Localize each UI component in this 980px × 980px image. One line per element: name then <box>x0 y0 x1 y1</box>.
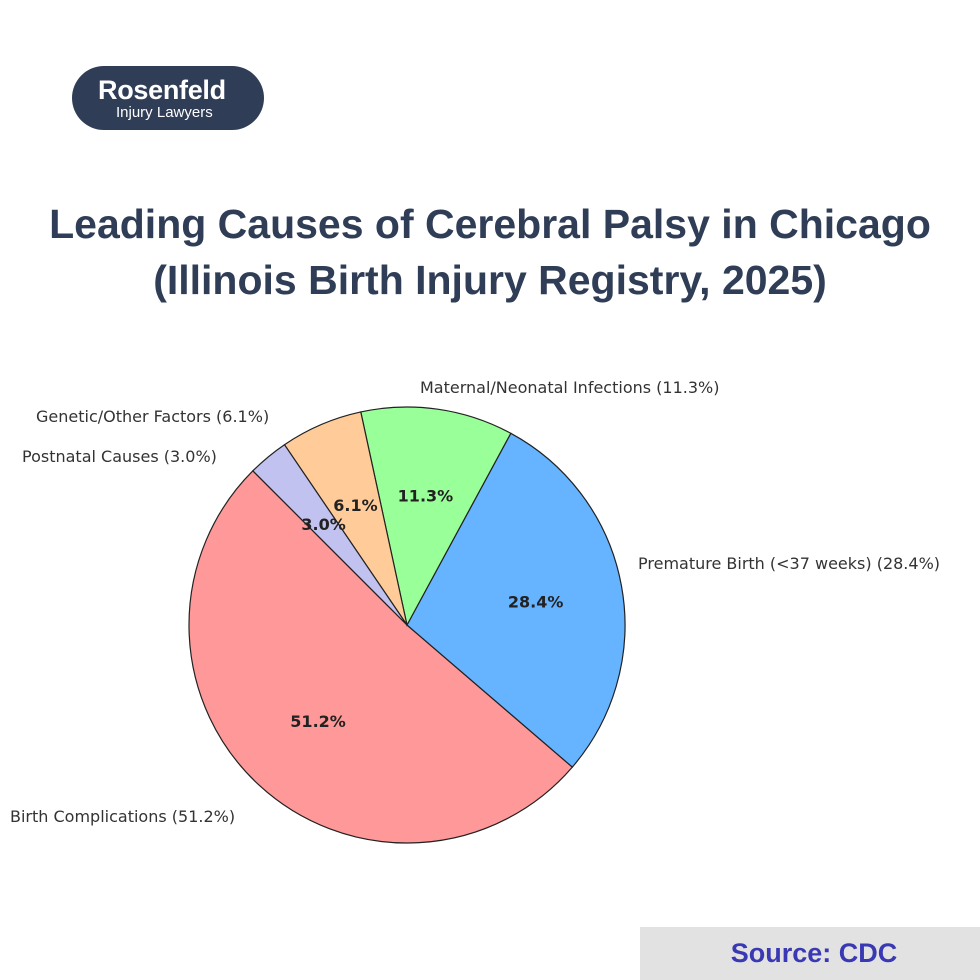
pie-slice-label: Maternal/Neonatal Infections (11.3%) <box>420 378 719 397</box>
pie-percent-label: 6.1% <box>333 496 377 515</box>
pie-slice-label: Postnatal Causes (3.0%) <box>22 447 217 466</box>
source-text: Source: CDC <box>730 938 898 968</box>
pie-slice-premature-birth <box>406 432 626 768</box>
rosenfeld-logo: Rosenfeld Injury Lawyers <box>72 66 264 130</box>
pie-slice-maternal-neonatal-infections <box>360 406 512 627</box>
chart-title: Leading Causes of Cerebral Palsy in Chic… <box>0 196 980 308</box>
logo-main-text: Rosenfeld <box>98 75 226 105</box>
pie-percent-label: 28.4% <box>508 592 564 611</box>
pie-percent-label: 51.2% <box>290 712 346 731</box>
pie-slice-postnatal-causes <box>252 443 408 626</box>
chart-title-line-2: (Illinois Birth Injury Registry, 2025) <box>153 257 827 303</box>
chart-title-line-1: Leading Causes of Cerebral Palsy in Chic… <box>49 201 931 247</box>
pie-slice-birth-complications <box>188 470 574 844</box>
pie-slice-label: Premature Birth (<37 weeks) (28.4%) <box>638 554 940 573</box>
logo-sub-text: Injury Lawyers <box>116 104 213 121</box>
source-box: Source: CDC <box>640 927 980 980</box>
pie-slice-label: Birth Complications (51.2%) <box>10 807 235 826</box>
pie-percent-label: 11.3% <box>398 487 454 506</box>
pie-percent-label: 3.0% <box>301 515 345 534</box>
pie-slice-label: Genetic/Other Factors (6.1%) <box>36 407 269 426</box>
